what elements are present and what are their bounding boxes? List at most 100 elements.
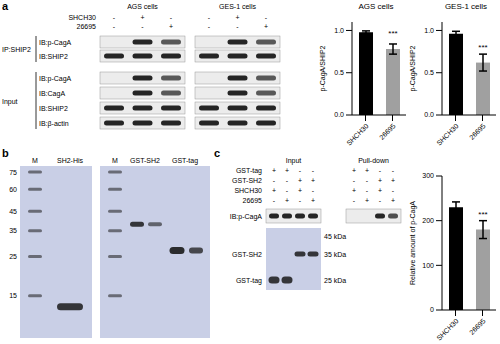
svg-text:SH2-His: SH2-His (57, 157, 84, 164)
svg-text:300: 300 (422, 172, 434, 179)
svg-text:+: + (391, 197, 395, 204)
svg-text:+: + (272, 167, 276, 174)
svg-text:1.0: 1.0 (334, 27, 344, 34)
svg-text:Pull-down: Pull-down (358, 157, 389, 164)
svg-text:+: + (298, 187, 302, 194)
svg-text:IB:p-CagA: IB:p-CagA (39, 39, 72, 47)
svg-text:GST-tag: GST-tag (236, 167, 262, 175)
svg-text:GST-SH2: GST-SH2 (232, 251, 262, 258)
svg-text:IB:β-actin: IB:β-actin (39, 120, 69, 128)
svg-text:45 kDa: 45 kDa (324, 233, 346, 240)
svg-text:p-CagA/SHIP2: p-CagA/SHIP2 (319, 45, 327, 91)
svg-text:GST-tag: GST-tag (236, 277, 262, 285)
svg-text:15: 15 (9, 292, 17, 299)
svg-text:SHCH30: SHCH30 (345, 122, 370, 147)
svg-text:***: *** (478, 210, 487, 219)
svg-text:-: - (299, 167, 302, 174)
svg-text:Relative amount of p-CagA: Relative amount of p-CagA (409, 201, 417, 285)
svg-text:26695: 26695 (243, 197, 263, 204)
svg-text:26695: 26695 (468, 122, 487, 141)
svg-text:26695: 26695 (77, 23, 97, 30)
svg-text:+: + (235, 14, 239, 21)
svg-text:+: + (311, 177, 315, 184)
svg-text:+: + (378, 187, 382, 194)
svg-text:-: - (299, 197, 302, 204)
svg-text:-: - (113, 23, 116, 30)
svg-text:-: - (312, 167, 315, 174)
svg-text:-: - (273, 197, 276, 204)
svg-text:-: - (236, 23, 239, 30)
svg-text:IP:SHIP2: IP:SHIP2 (8, 46, 31, 53)
svg-text:M: M (112, 157, 118, 164)
svg-text:26695: 26695 (378, 122, 397, 141)
svg-text:-: - (353, 197, 356, 204)
svg-text:-: - (208, 14, 211, 21)
svg-text:+: + (285, 167, 289, 174)
svg-text:35 kDa: 35 kDa (324, 251, 346, 258)
svg-text:IB:p-CagA: IB:p-CagA (230, 213, 263, 221)
svg-text:***: *** (478, 43, 487, 52)
svg-text:SHCH30: SHCH30 (234, 187, 262, 194)
svg-text:c: c (214, 147, 220, 159)
svg-text:75: 75 (9, 169, 17, 176)
svg-text:SHCH30: SHCH30 (68, 14, 96, 21)
svg-text:-: - (366, 187, 369, 194)
svg-text:-: - (286, 187, 289, 194)
svg-text:0.0: 0.0 (424, 111, 434, 118)
svg-text:-: - (170, 14, 173, 21)
svg-text:+: + (352, 167, 356, 174)
svg-text:+: + (285, 197, 289, 204)
svg-text:Input: Input (8, 98, 18, 106)
svg-text:-: - (312, 187, 315, 194)
svg-text:b: b (8, 147, 9, 159)
svg-text:+: + (272, 187, 276, 194)
svg-text:45: 45 (9, 208, 17, 215)
svg-text:25 kDa: 25 kDa (324, 277, 346, 284)
svg-text:+: + (391, 177, 395, 184)
svg-text:+: + (352, 187, 356, 194)
svg-text:-: - (113, 14, 116, 21)
svg-text:***: *** (388, 29, 397, 38)
svg-text:-: - (353, 177, 356, 184)
svg-text:-: - (379, 197, 382, 204)
svg-text:+: + (264, 23, 268, 30)
svg-text:-: - (392, 167, 395, 174)
svg-text:0.5: 0.5 (424, 69, 434, 76)
svg-text:Input: Input (286, 157, 302, 165)
svg-text:GES-1 cells: GES-1 cells (219, 3, 256, 10)
svg-text:IB:CagA: IB:CagA (39, 90, 65, 98)
svg-text:IB:SHIP2: IB:SHIP2 (39, 53, 68, 60)
svg-text:GST-SH2: GST-SH2 (130, 157, 160, 164)
svg-text:-: - (208, 23, 211, 30)
svg-text:-: - (141, 23, 144, 30)
svg-text:-: - (379, 167, 382, 174)
svg-text:+: + (365, 167, 369, 174)
svg-text:1.0: 1.0 (424, 27, 434, 34)
svg-text:-: - (286, 177, 289, 184)
svg-text:60: 60 (9, 186, 17, 193)
svg-text:0: 0 (430, 306, 434, 313)
svg-text:0.5: 0.5 (334, 69, 344, 76)
svg-text:+: + (140, 14, 144, 21)
svg-text:25: 25 (9, 253, 17, 260)
svg-text:-: - (273, 177, 276, 184)
svg-text:+: + (169, 23, 173, 30)
svg-text:100: 100 (422, 262, 434, 269)
svg-text:p-CagA/SHIP2: p-CagA/SHIP2 (409, 45, 417, 91)
svg-text:+: + (311, 197, 315, 204)
svg-text:SHCH30: SHCH30 (435, 317, 460, 342)
svg-text:-: - (392, 187, 395, 194)
svg-text:+: + (378, 177, 382, 184)
svg-text:IB:p-CagA: IB:p-CagA (39, 75, 72, 83)
svg-text:200: 200 (422, 217, 434, 224)
svg-text:GST-SH2: GST-SH2 (232, 177, 262, 184)
svg-text:M: M (32, 157, 38, 164)
svg-text:-: - (366, 177, 369, 184)
svg-text:-: - (265, 14, 268, 21)
svg-text:IB:SHIP2: IB:SHIP2 (39, 105, 68, 112)
svg-text:+: + (298, 177, 302, 184)
svg-text:GST-tag: GST-tag (172, 157, 198, 165)
svg-text:+: + (365, 197, 369, 204)
svg-text:35: 35 (9, 227, 17, 234)
svg-text:a: a (8, 0, 9, 12)
